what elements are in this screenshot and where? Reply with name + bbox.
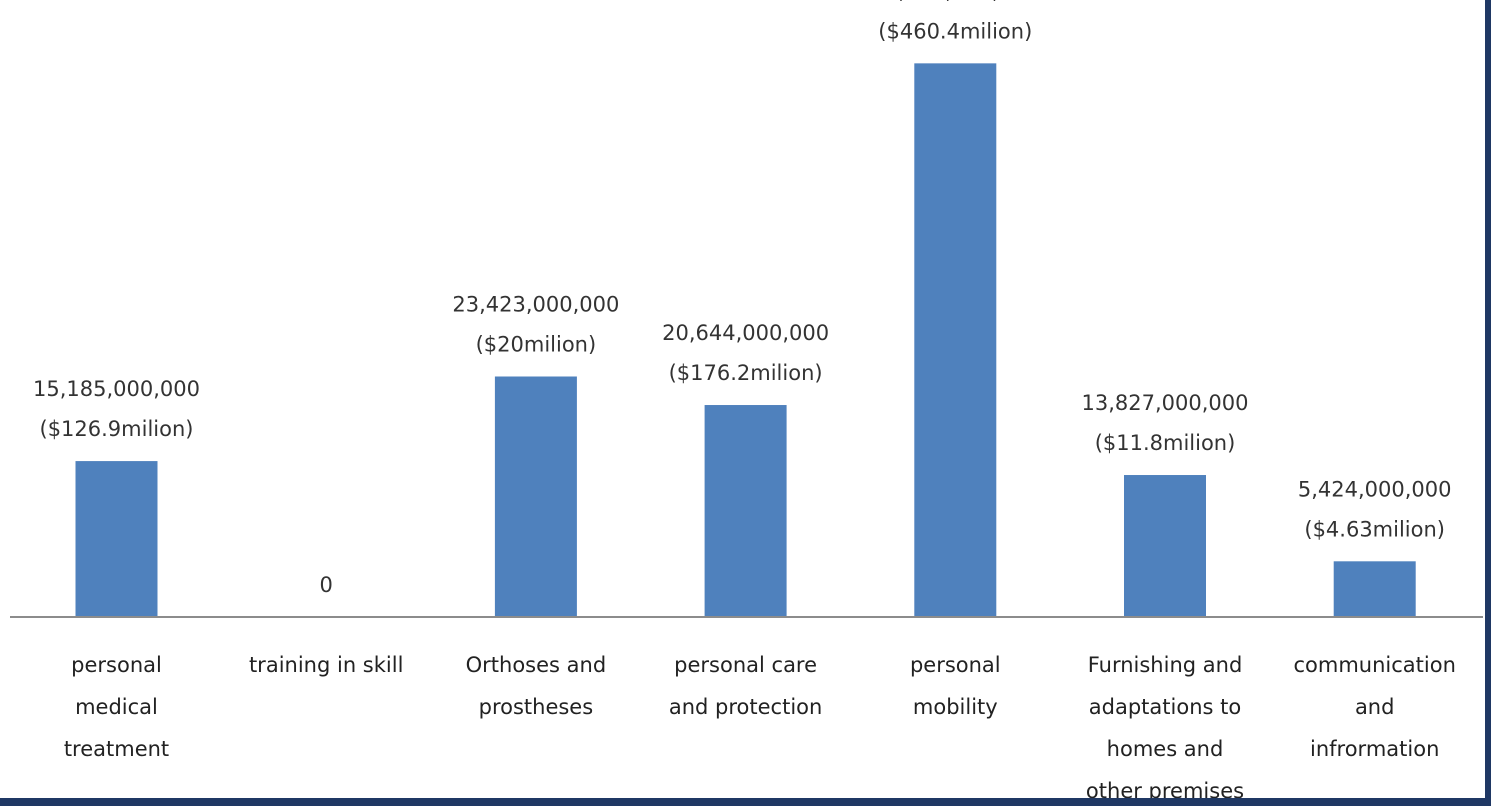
category-tick-label: prostheses bbox=[479, 695, 594, 719]
category-tick-label: Furnishing and bbox=[1088, 653, 1243, 677]
category-tick-label: and bbox=[1355, 695, 1395, 719]
category-tick-label: personal bbox=[71, 653, 162, 677]
labels-layer: 15,185,000,000 ($126.9milion) personal medi… bbox=[33, 0, 1456, 803]
category-tick-label: communication bbox=[1293, 653, 1455, 677]
data-label-usd: ($20milion) bbox=[476, 332, 597, 356]
category-tick-label: and protection bbox=[669, 695, 822, 719]
category-tick-label: adaptations to bbox=[1089, 695, 1241, 719]
bar bbox=[75, 461, 158, 617]
category-tick-label: training in skill bbox=[249, 653, 403, 677]
category-tick-label: homes and bbox=[1107, 737, 1224, 761]
data-label-usd: ($176.2milion) bbox=[669, 361, 823, 385]
bar bbox=[914, 63, 997, 618]
data-label-usd: ($126.9milion) bbox=[40, 417, 194, 441]
data-label-value: 5,424,000,000 bbox=[1298, 477, 1452, 501]
frame-bottom-band bbox=[0, 798, 1491, 806]
data-label-usd: ($4.63milion) bbox=[1304, 517, 1445, 541]
category-tick-label: medical bbox=[75, 695, 158, 719]
data-label-value: 0 bbox=[320, 573, 333, 597]
bar bbox=[704, 405, 787, 617]
bar bbox=[1124, 475, 1206, 617]
data-label-value: 15,185,000,000 bbox=[33, 377, 200, 401]
bars-layer bbox=[75, 63, 1416, 618]
category-tick-label: Orthoses and bbox=[466, 653, 607, 677]
data-label-value: 53,921,000,000 bbox=[872, 0, 1039, 3]
frame-right-border bbox=[1485, 0, 1491, 806]
category-tick-label: personal bbox=[910, 653, 1001, 677]
category-tick-label: personal care bbox=[674, 653, 817, 677]
category-tick-label: mobility bbox=[913, 695, 998, 719]
data-label-value: 13,827,000,000 bbox=[1082, 391, 1249, 415]
bar bbox=[494, 376, 577, 617]
data-label-value: 20,644,000,000 bbox=[662, 321, 829, 345]
category-tick-label: treatment bbox=[64, 737, 169, 761]
data-label-value: 23,423,000,000 bbox=[452, 292, 619, 316]
category-tick-label: infrormation bbox=[1310, 737, 1439, 761]
data-label-usd: ($460.4milion) bbox=[878, 19, 1032, 43]
bar bbox=[1333, 561, 1416, 617]
data-label-usd: ($11.8milion) bbox=[1095, 431, 1236, 455]
